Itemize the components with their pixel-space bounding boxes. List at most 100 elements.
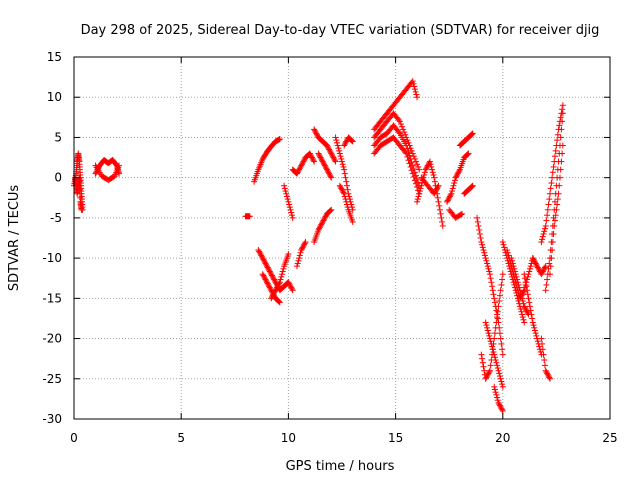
data-point (542, 287, 549, 294)
data-point (293, 263, 300, 270)
data-point (469, 131, 476, 138)
data-point (559, 110, 566, 117)
data-point (260, 272, 267, 279)
data-point (322, 163, 329, 170)
data-point (522, 306, 529, 313)
data-point (261, 275, 268, 282)
data-point (482, 375, 489, 382)
data-point (320, 217, 327, 224)
data-point (415, 163, 422, 170)
data-point (487, 338, 494, 345)
data-point (484, 371, 491, 378)
data-point (318, 220, 325, 227)
data-point (302, 239, 309, 246)
data-point (480, 247, 487, 254)
data-point (534, 264, 541, 271)
data-point (410, 153, 417, 160)
data-point (270, 291, 277, 298)
data-point (495, 367, 502, 374)
data-point (246, 213, 253, 220)
data-point (429, 169, 436, 176)
data-point (551, 217, 558, 224)
data-point (396, 118, 403, 125)
data-point (556, 182, 563, 189)
data-point (268, 272, 275, 279)
data-point (493, 307, 500, 314)
data-point (266, 267, 273, 274)
data-point (479, 359, 486, 366)
data-point (558, 158, 565, 165)
data-point (478, 239, 485, 246)
data-point (491, 330, 498, 337)
data-point (493, 391, 500, 398)
data-point (430, 171, 437, 178)
data-point (273, 284, 280, 291)
data-point (289, 287, 296, 294)
data-point (535, 265, 542, 272)
data-point (539, 340, 546, 347)
data-point (518, 308, 525, 315)
data-point (541, 228, 548, 235)
data-point (348, 137, 355, 144)
data-point (541, 357, 548, 364)
data-point (497, 287, 504, 294)
data-point (280, 265, 287, 272)
data-point (457, 211, 464, 218)
data-point (509, 257, 516, 264)
data-point (539, 268, 546, 275)
data-point (559, 118, 566, 125)
data-point (316, 151, 323, 158)
data-point (524, 310, 531, 317)
data-point (298, 245, 305, 252)
data-point (92, 170, 99, 177)
data-point (435, 198, 442, 205)
data-point (559, 102, 566, 109)
data-point (475, 222, 482, 229)
data-point (435, 182, 442, 189)
data-point (533, 261, 540, 268)
data-point (268, 271, 275, 278)
data-point (536, 343, 543, 350)
y-tick-label: 15 (47, 50, 62, 64)
data-point (479, 355, 486, 362)
data-point (274, 283, 281, 290)
data-point (556, 122, 563, 129)
data-point (484, 260, 491, 267)
data-point (278, 271, 285, 278)
data-point (276, 279, 283, 286)
data-point (268, 295, 275, 302)
data-point (262, 276, 269, 283)
data-point (494, 397, 501, 404)
data-point (270, 275, 277, 282)
data-point (408, 167, 415, 174)
data-point (416, 188, 423, 195)
data-point (413, 91, 420, 98)
data-point (549, 247, 556, 254)
data-point (341, 170, 348, 177)
data-point (546, 374, 553, 381)
data-point (267, 285, 274, 292)
data-point (295, 167, 302, 174)
data-point (429, 166, 436, 173)
data-point (288, 209, 295, 216)
data-point (297, 249, 304, 256)
data-point (512, 271, 519, 278)
data-point (296, 165, 303, 172)
data-point (542, 367, 549, 374)
data-point (444, 197, 451, 204)
data-point (281, 182, 288, 189)
data-point (264, 264, 271, 271)
data-point (296, 166, 303, 173)
data-point (414, 161, 421, 168)
data-point (465, 150, 472, 157)
data-point (483, 257, 490, 264)
data-point (514, 276, 521, 283)
data-point (334, 142, 341, 149)
y-axis-label: SDTVAR / TECUs (7, 185, 22, 292)
data-point (524, 273, 531, 280)
data-point (514, 279, 521, 286)
data-point (293, 170, 300, 177)
data-point (332, 134, 339, 141)
data-point (414, 196, 421, 203)
data-point (431, 190, 438, 197)
